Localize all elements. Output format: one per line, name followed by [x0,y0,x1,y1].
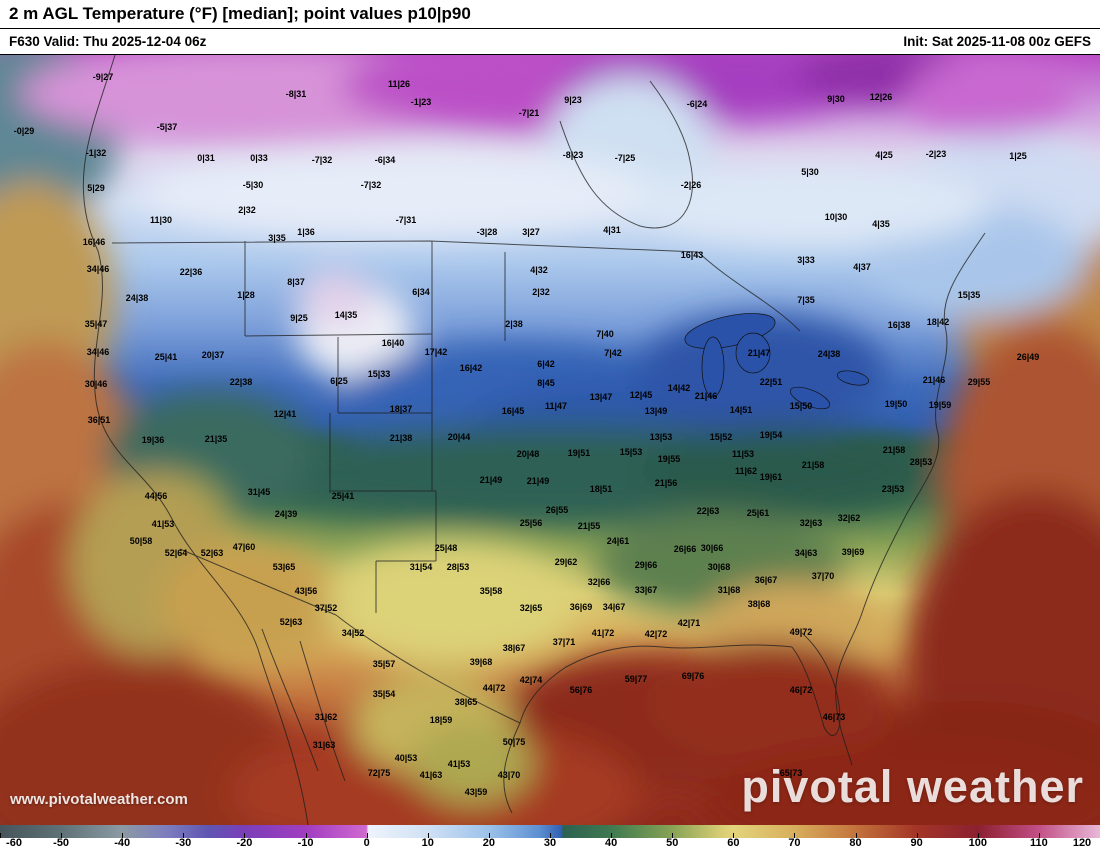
colorbar-tickmark [244,833,246,838]
colorbar-tick-label: 50 [666,837,679,849]
colorbar-tickmark [733,833,735,838]
colorbar-tick-label: -10 [297,837,314,849]
colorbar: -60 -50 -40 -30 -20 -10 0 10 20 30 40 50 60 70 80 90 100… [0,825,1100,850]
watermark-brand: pivotal weather [741,761,1084,812]
colorbar-tick-label: 30 [543,837,557,849]
colorbar-tick-label: -50 [53,837,70,849]
colorbar-tickmark [305,833,307,838]
colorbar-tickmark [427,833,429,838]
colorbar-tickmark [977,833,979,838]
colorbar-tickmark [794,833,796,838]
colorbar-ticks: -60 -50 -40 -30 -20 -10 0 10 20 30 40 50 60 70 80 90 100… [0,837,1100,850]
colorbar-tickmark [488,833,490,838]
colorbar-tick-label: -20 [236,837,253,849]
watermark-url: www.pivotalweather.com [10,791,188,808]
header: 2 m AGL Temperature (°F) [median]; point… [0,0,1100,54]
colorbar-tickmark [672,833,674,838]
colorbar-tick-label: 60 [727,837,740,849]
colorbar-tick-label: 0 [363,837,370,849]
colorbar-tick-label: 70 [788,837,801,849]
valid-time: F630 Valid: Thu 2025-12-04 06z [9,34,207,49]
colorbar-tick-label: -60 [6,837,22,849]
colorbar-tick-label: 10 [421,837,434,849]
colorbar-tick-label: 110 [1030,837,1048,849]
colorbar-tickmark [550,833,551,838]
temperature-map[interactable]: -9|27 -8|31 11|26 -1|23 -7|21 9|23 -6|24 9|30 12… [0,54,1100,826]
colorbar-tick-label: 120 [1072,837,1092,849]
colorbar-tickmark [366,833,368,838]
colorbar-tickmark [916,833,918,838]
colorbar-tickmark [1038,833,1040,838]
temperature-map-svg [0,55,1100,825]
map-title: 2 m AGL Temperature (°F) [median]; point… [9,4,471,23]
colorbar-tickmark [611,833,613,838]
colorbar-tick-label: 40 [604,837,618,849]
colorbar-tickmark [61,833,63,838]
colorbar-tick-label: -40 [114,837,131,849]
colorbar-tickmark [855,833,857,838]
colorbar-tickmark [183,833,185,838]
colorbar-tick-label: 20 [482,837,495,849]
colorbar-tick-label: 80 [849,837,862,849]
init-time: Init: Sat 2025-11-08 00z GEFS [903,34,1091,49]
colorbar-tickmark [0,833,1,838]
colorbar-gradient [0,825,1100,838]
colorbar-tickmark [122,833,124,838]
colorbar-tick-label: -30 [175,837,192,849]
colorbar-tick-label: 90 [910,837,923,849]
colorbar-tick-label: 100 [968,837,987,849]
